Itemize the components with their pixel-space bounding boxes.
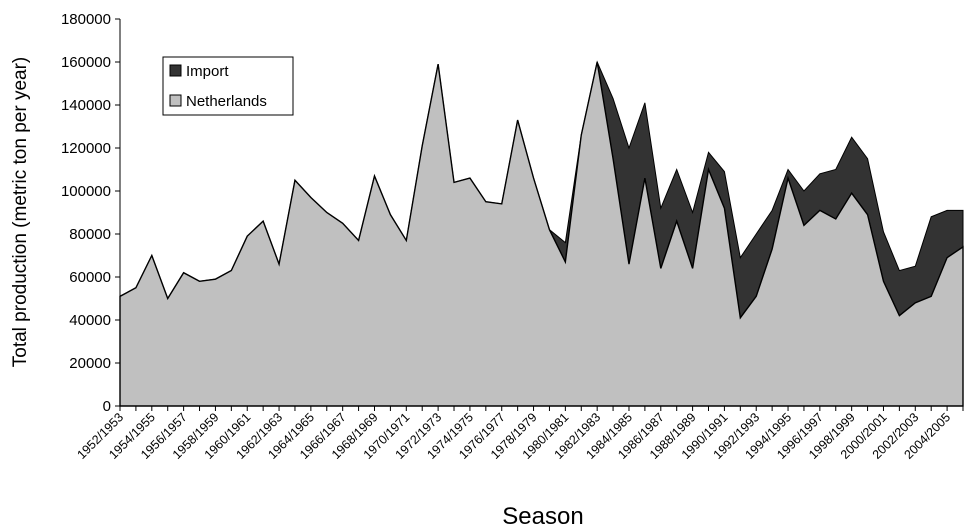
legend-label-netherlands: Netherlands bbox=[186, 93, 267, 110]
legend-box bbox=[162, 56, 294, 116]
y-tick-label: 160000 bbox=[61, 54, 111, 71]
legend: Import Netherlands bbox=[162, 56, 294, 116]
y-tick-label: 140000 bbox=[61, 97, 111, 114]
legend-swatch-netherlands bbox=[169, 94, 182, 107]
y-tick-label: 0 bbox=[103, 398, 111, 415]
legend-label-import: Import bbox=[186, 63, 229, 80]
x-axis-title: Season bbox=[502, 503, 583, 530]
y-tick-label: 180000 bbox=[61, 11, 111, 28]
y-tick-label: 40000 bbox=[69, 312, 111, 329]
plot-area bbox=[119, 60, 964, 407]
series-area-netherlands bbox=[119, 61, 964, 407]
y-tick-label: 80000 bbox=[69, 226, 111, 243]
legend-swatch-import bbox=[169, 64, 182, 77]
axes bbox=[115, 18, 964, 411]
y-tick-label: 120000 bbox=[61, 140, 111, 157]
y-tick-labels: 0 20000 40000 60000 80000 100000 120000 140000 1… bbox=[61, 11, 111, 415]
y-axis-title: Total production (metric ton per year) bbox=[10, 57, 31, 367]
y-tick-label: 20000 bbox=[69, 355, 111, 372]
y-tick-label: 100000 bbox=[61, 183, 111, 200]
x-tick-labels: 1952/19531954/19551956/19571958/19591960… bbox=[74, 410, 953, 462]
y-tick-label: 60000 bbox=[69, 269, 111, 286]
